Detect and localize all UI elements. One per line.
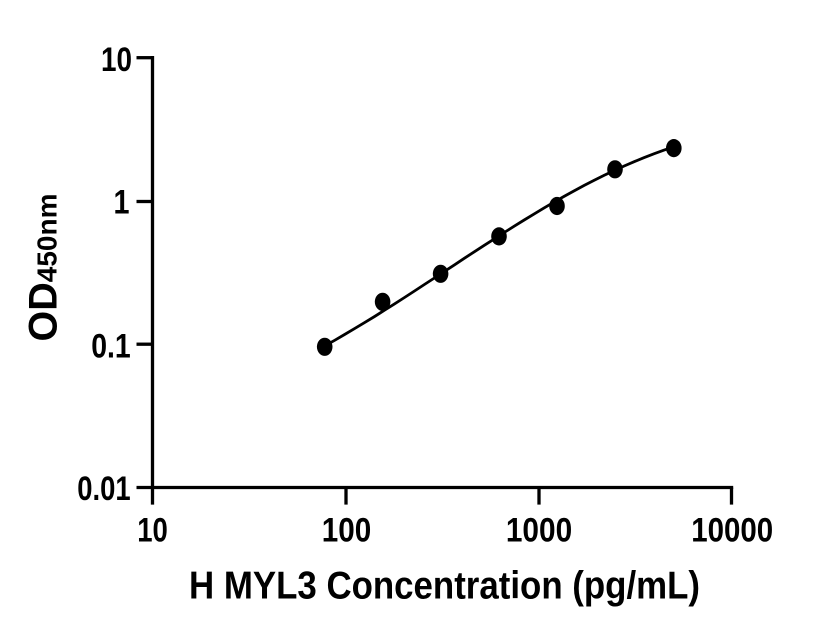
svg-text:100: 100 [322, 512, 372, 550]
svg-text:10000: 10000 [691, 512, 773, 550]
svg-text:0.1: 0.1 [91, 328, 131, 366]
svg-text:10: 10 [101, 41, 132, 79]
svg-text:1: 1 [114, 184, 130, 222]
svg-text:1000: 1000 [506, 512, 572, 550]
svg-text:10: 10 [137, 512, 168, 550]
svg-text:H MYL3 Concentration (pg/mL): H MYL3 Concentration (pg/mL) [189, 565, 700, 608]
svg-text:0.01: 0.01 [77, 470, 130, 508]
